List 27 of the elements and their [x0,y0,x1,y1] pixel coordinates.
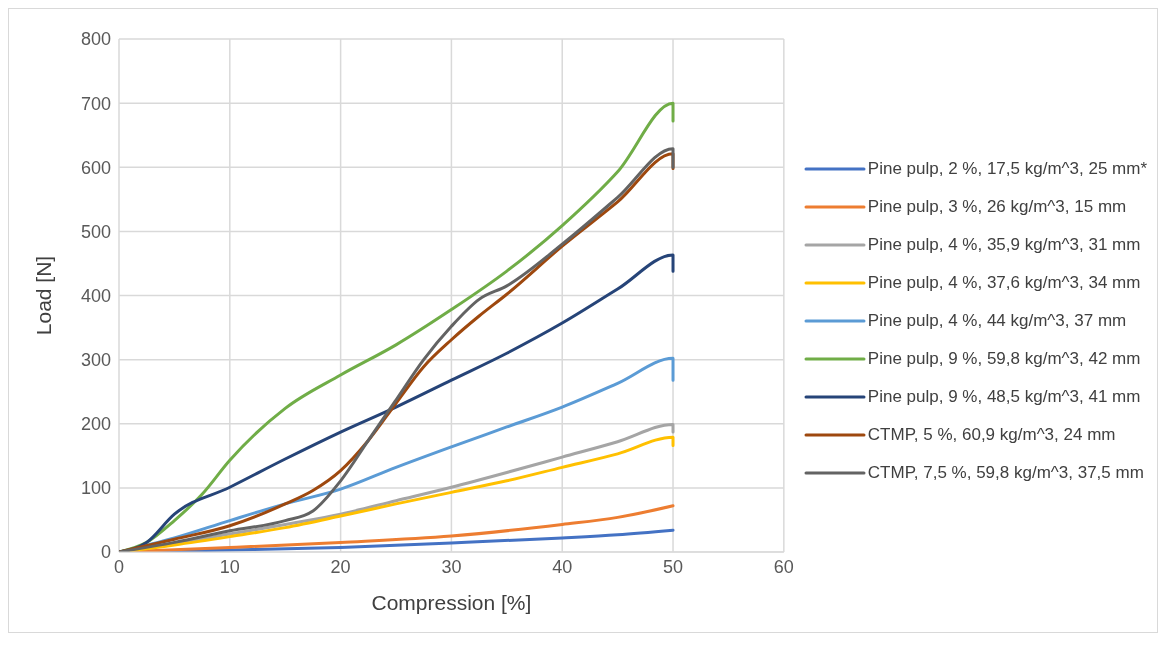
legend-label: Pine pulp, 9 %, 59,8 kg/m^3, 42 mm [867,348,1141,369]
x-tick-label: 50 [663,556,684,577]
y-tick-label: 0 [100,542,111,563]
y-tick-label: 100 [80,478,111,499]
y-tick-label: 400 [80,285,111,306]
legend-label: Pine pulp, 2 %, 17,5 kg/m^3, 25 mm* [867,158,1147,179]
legend-label: CTMP, 5 %, 60,9 kg/m^3, 24 mm [867,424,1116,445]
x-tick-label: 10 [219,556,240,577]
legend-label: Pine pulp, 4 %, 37,6 kg/m^3, 34 mm [867,272,1141,293]
x-tick-label: 60 [773,556,794,577]
y-tick-label: 700 [80,93,111,114]
legend-label: Pine pulp, 3 %, 26 kg/m^3, 15 mm [867,196,1127,217]
y-tick-label: 300 [80,350,111,371]
y-tick-label: 600 [80,157,111,178]
legend-label: Pine pulp, 9 %, 48,5 kg/m^3, 41 mm [867,386,1141,407]
y-axis-title: Load [N] [32,255,56,336]
y-tick-label: 500 [80,221,111,242]
legend-label: Pine pulp, 4 %, 44 kg/m^3, 37 mm [867,310,1127,331]
y-tick-label: 800 [80,29,111,50]
x-axis-title: Compression [%] [371,591,532,614]
x-tick-label: 20 [330,556,351,577]
y-tick-label: 200 [80,414,111,435]
x-tick-label: 40 [552,556,573,577]
legend-label: Pine pulp, 4 %, 35,9 kg/m^3, 31 mm [867,234,1141,255]
x-tick-label: 30 [441,556,462,577]
x-tick-label: 0 [113,556,125,577]
legend-label: CTMP, 7,5 %, 59,8 kg/m^3, 37,5 mm [867,462,1144,483]
